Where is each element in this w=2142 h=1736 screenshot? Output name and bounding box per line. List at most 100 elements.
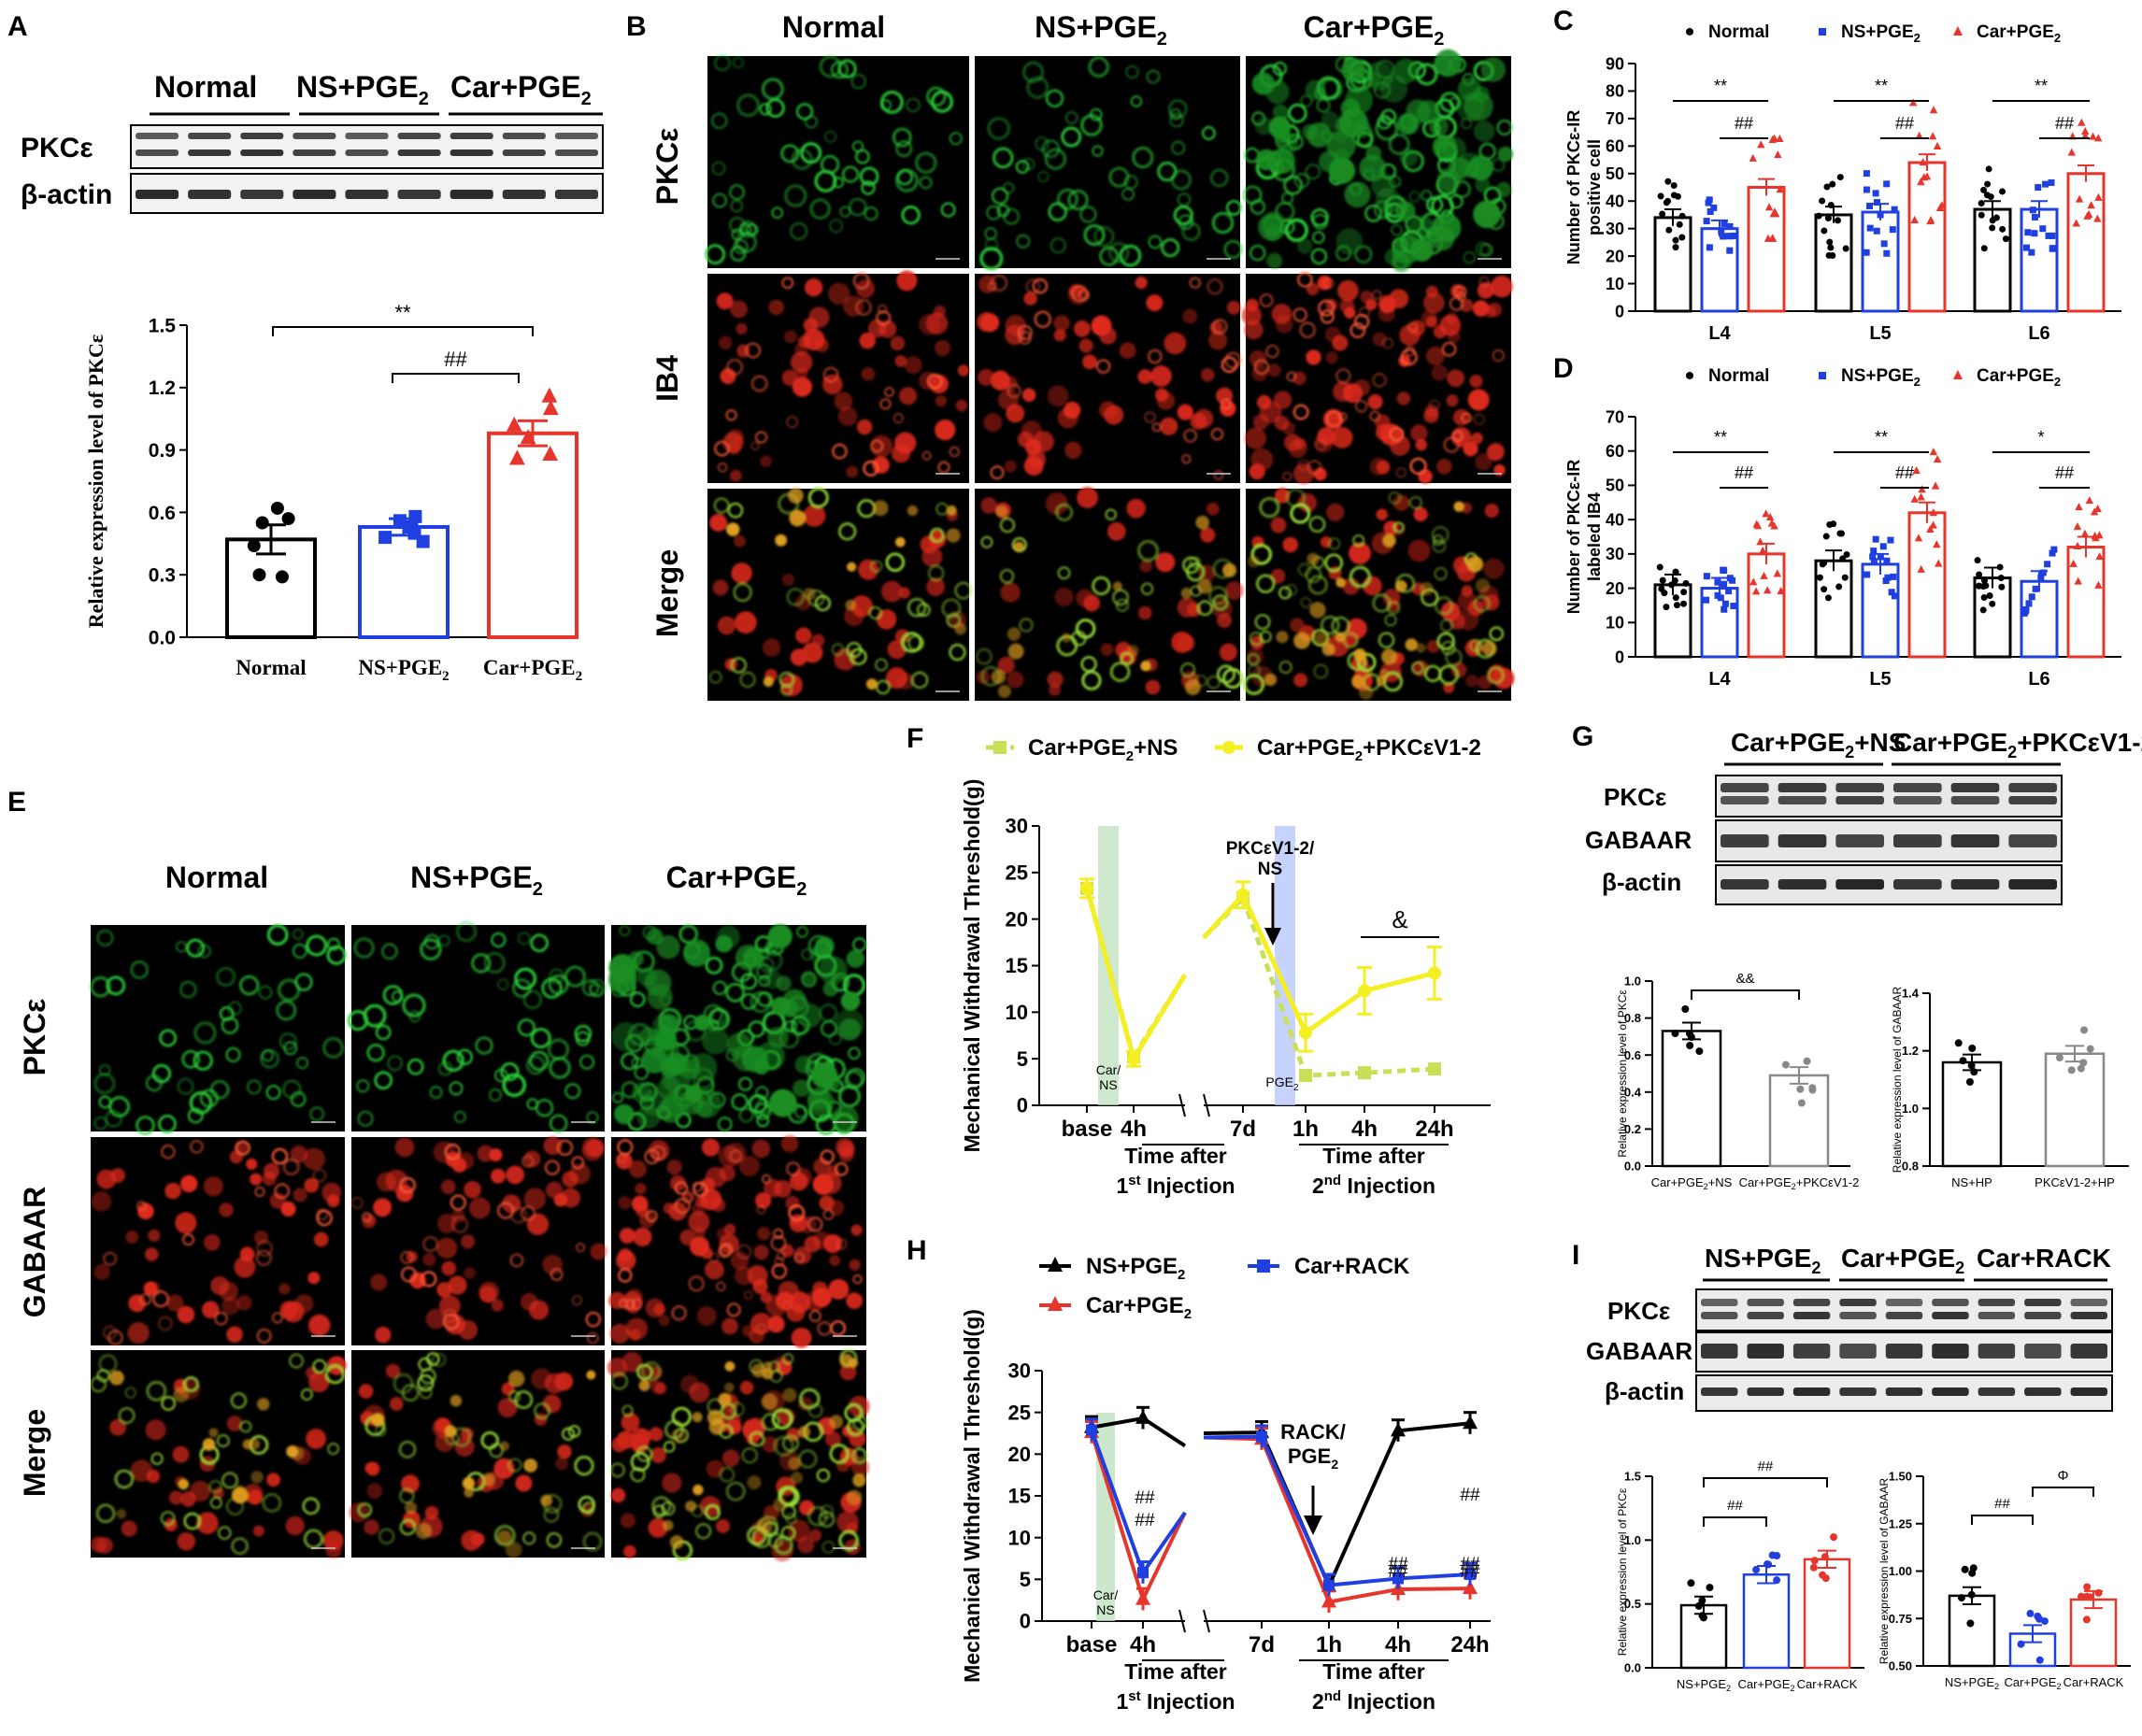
cell	[1297, 492, 1318, 513]
cell	[266, 924, 289, 946]
cell	[90, 1375, 107, 1393]
cell	[1283, 175, 1304, 195]
cell	[721, 1317, 738, 1335]
ordinal-number: 2	[1312, 1174, 1324, 1198]
actin-band	[188, 190, 232, 199]
cell	[688, 1211, 710, 1233]
cell	[1492, 349, 1505, 363]
cell	[894, 629, 910, 644]
legend-label: Normal	[1708, 366, 1769, 386]
cell	[258, 985, 273, 1000]
data-point	[1989, 600, 1996, 607]
x-group-label: 1st Injection	[1116, 1173, 1235, 1198]
cell	[1108, 166, 1130, 188]
cell	[1034, 310, 1052, 329]
cell	[884, 387, 894, 397]
data-point	[1670, 181, 1678, 189]
cell	[399, 1176, 416, 1194]
data-point	[2090, 507, 2099, 516]
significance-bracket	[1691, 989, 1800, 1000]
cell	[855, 149, 870, 164]
cell	[984, 237, 999, 252]
cell	[266, 1473, 280, 1487]
legend-label: Car+PGE2+NS	[1028, 735, 1178, 764]
data-point	[1721, 220, 1728, 227]
cell	[1211, 211, 1235, 235]
data-point	[1769, 209, 1778, 218]
pkce-band-lower	[1701, 1312, 1738, 1319]
data-point	[2039, 569, 2047, 576]
cell	[195, 1512, 219, 1534]
panel-letter-i: I	[1572, 1240, 1579, 1271]
cell	[569, 1163, 591, 1185]
cell	[1489, 626, 1504, 641]
cell	[1095, 359, 1111, 374]
cell	[703, 1003, 724, 1025]
cell	[183, 1512, 201, 1530]
cell	[1342, 577, 1360, 595]
data-point	[1706, 1584, 1714, 1592]
cell	[357, 1502, 373, 1517]
pkce-band-upper	[1792, 1299, 1831, 1306]
cell	[1184, 678, 1201, 696]
cell	[203, 1233, 221, 1251]
cell	[1469, 638, 1483, 652]
cell	[756, 1041, 786, 1072]
x-tick-label: 4h	[1130, 1632, 1156, 1658]
cell	[260, 1048, 280, 1069]
cell	[907, 634, 925, 652]
y-tick-label: 1.4	[1902, 987, 1920, 1001]
label-subscript: 2	[1994, 1682, 1999, 1691]
data-point	[1721, 605, 1728, 613]
cell	[731, 562, 752, 584]
cell	[623, 1544, 636, 1558]
cell	[231, 1537, 249, 1556]
blot-i-row-gabaar: GABAAR	[1586, 1337, 1692, 1365]
panel-letter-g: G	[1572, 721, 1593, 752]
cell	[1050, 237, 1067, 254]
cell	[795, 627, 812, 644]
cell	[1495, 181, 1512, 198]
data-point	[1721, 567, 1728, 575]
cell	[175, 941, 188, 953]
cell	[508, 1390, 521, 1403]
cell	[750, 375, 768, 392]
cell	[1450, 662, 1467, 678]
cell	[1079, 206, 1097, 223]
cell	[231, 1487, 249, 1504]
a-sig-hash: ##	[444, 348, 467, 371]
cell	[1202, 126, 1216, 140]
cell	[1265, 344, 1279, 359]
label-text: NS+PGE	[358, 656, 442, 679]
cell	[780, 999, 799, 1017]
data-point	[1998, 583, 2006, 591]
cell	[740, 973, 758, 990]
cell	[175, 1212, 197, 1234]
data-point	[1926, 217, 1935, 225]
data-point	[1706, 208, 1714, 216]
y-tick-label: 40	[1606, 192, 1624, 211]
series-line	[1240, 896, 1435, 1078]
cell	[946, 613, 962, 628]
data-point	[1870, 558, 1878, 565]
y-tick-label: 0.0	[149, 627, 176, 648]
cell	[588, 978, 607, 997]
y-tick-label: 1.5	[1624, 1470, 1641, 1484]
cell	[1282, 471, 1292, 482]
cell	[350, 1196, 364, 1209]
data-point	[1914, 534, 1923, 542]
cell	[523, 1188, 547, 1210]
cell	[856, 419, 873, 435]
cell	[780, 684, 793, 696]
cell	[796, 367, 808, 379]
actin-band	[1978, 1387, 2016, 1396]
cell	[608, 1291, 626, 1310]
cell	[574, 1024, 593, 1043]
cell	[726, 358, 744, 377]
bar	[487, 431, 578, 639]
cell	[1181, 454, 1192, 464]
cell	[771, 1540, 793, 1562]
cell	[1320, 309, 1335, 324]
ordinal-suffix: st	[1128, 1173, 1140, 1188]
cell	[1450, 284, 1464, 298]
